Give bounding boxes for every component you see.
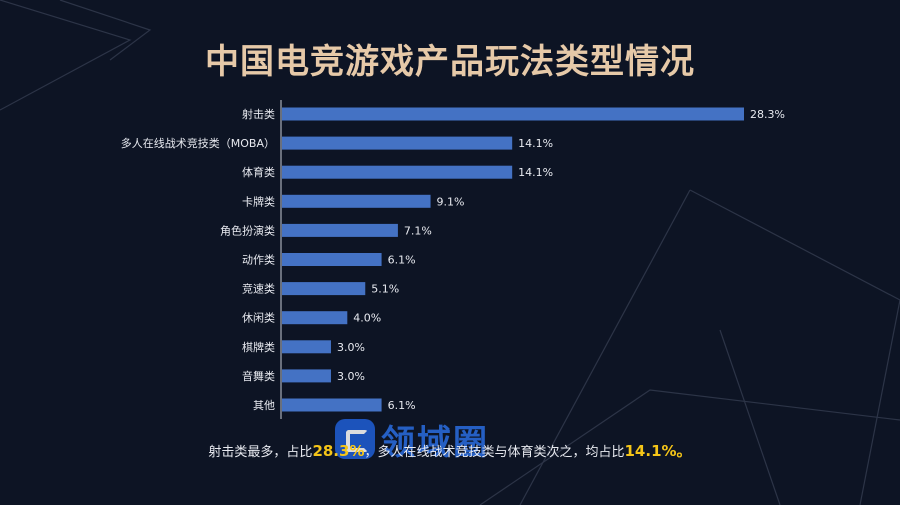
bar bbox=[282, 223, 398, 237]
value-label: 14.1% bbox=[518, 137, 553, 150]
value-label: 3.0% bbox=[337, 341, 365, 354]
summary-text-2: ，多人在线战术竞技类与体育类次之，均占比 bbox=[364, 445, 625, 460]
category-label: 射击类 bbox=[242, 107, 275, 121]
bar bbox=[282, 282, 366, 296]
value-label: 7.1% bbox=[404, 224, 432, 237]
category-label: 体育类 bbox=[242, 165, 275, 179]
category-label: 角色扮演类 bbox=[220, 223, 275, 237]
bar bbox=[282, 340, 331, 354]
category-label: 棋牌类 bbox=[242, 340, 275, 354]
category-label: 卡牌类 bbox=[242, 194, 275, 208]
value-label: 14.1% bbox=[518, 166, 553, 179]
bar bbox=[282, 398, 382, 412]
watermark-logo-icon bbox=[335, 419, 375, 459]
bar bbox=[282, 369, 331, 383]
category-label: 休闲类 bbox=[242, 311, 275, 325]
watermark: 领域圈 bbox=[335, 414, 489, 464]
category-label: 竞速类 bbox=[242, 282, 275, 296]
bar bbox=[282, 253, 382, 266]
bar bbox=[282, 165, 513, 179]
value-label: 6.1% bbox=[388, 399, 416, 412]
value-label: 28.3% bbox=[750, 108, 785, 121]
summary-end: 。 bbox=[676, 442, 692, 460]
summary-highlight-1: 28.3% bbox=[312, 442, 365, 460]
bar bbox=[282, 311, 348, 325]
value-label: 3.0% bbox=[337, 370, 365, 383]
value-label: 6.1% bbox=[388, 254, 416, 267]
watermark-text: 领域圈 bbox=[381, 422, 489, 463]
category-label: 多人在线战术竞技类（MOBA） bbox=[121, 136, 275, 150]
page-title: 中国电竞游戏产品玩法类型情况 bbox=[205, 42, 695, 82]
value-label: 9.1% bbox=[437, 195, 465, 208]
value-label: 4.0% bbox=[353, 312, 381, 325]
bar bbox=[282, 194, 431, 208]
category-label: 动作类 bbox=[242, 253, 275, 267]
summary-text-1: 射击类最多，占比 bbox=[208, 445, 313, 460]
bar bbox=[282, 136, 513, 150]
summary-caption: 射击类最多，占比28.3%，多人在线战术竞技类与体育类次之，均占比14.1%。 bbox=[0, 440, 900, 461]
value-label: 5.1% bbox=[371, 283, 399, 296]
summary-highlight-2: 14.1% bbox=[624, 442, 677, 460]
category-label: 音舞类 bbox=[242, 369, 275, 383]
category-label: 其他 bbox=[253, 399, 275, 412]
bar bbox=[282, 107, 744, 121]
